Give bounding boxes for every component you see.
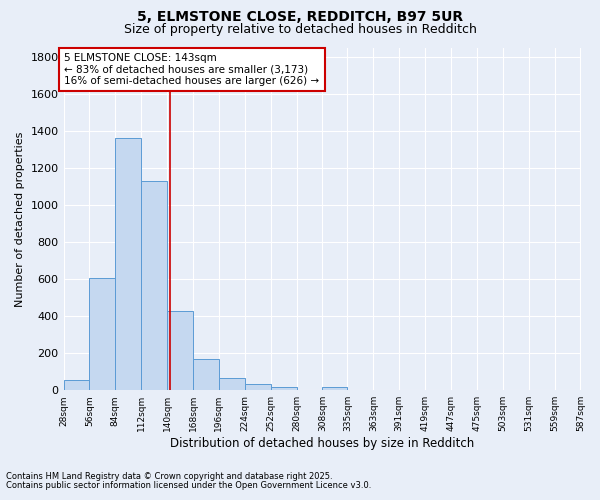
Bar [64,380,89,390]
Bar [193,358,219,390]
Bar [115,138,141,390]
Bar [322,388,347,390]
Bar [219,378,245,390]
Text: Contains public sector information licensed under the Open Government Licence v3: Contains public sector information licen… [6,481,371,490]
Text: Size of property relative to detached houses in Redditch: Size of property relative to detached ho… [124,22,476,36]
Bar [141,181,167,390]
Bar [167,310,193,390]
Bar [245,384,271,390]
X-axis label: Distribution of detached houses by size in Redditch: Distribution of detached houses by size … [170,437,474,450]
Text: Contains HM Land Registry data © Crown copyright and database right 2025.: Contains HM Land Registry data © Crown c… [6,472,332,481]
Bar [271,386,296,390]
Y-axis label: Number of detached properties: Number of detached properties [15,131,25,306]
Text: 5 ELMSTONE CLOSE: 143sqm
← 83% of detached houses are smaller (3,173)
16% of sem: 5 ELMSTONE CLOSE: 143sqm ← 83% of detach… [64,53,320,86]
Text: 5, ELMSTONE CLOSE, REDDITCH, B97 5UR: 5, ELMSTONE CLOSE, REDDITCH, B97 5UR [137,10,463,24]
Bar [89,278,115,390]
